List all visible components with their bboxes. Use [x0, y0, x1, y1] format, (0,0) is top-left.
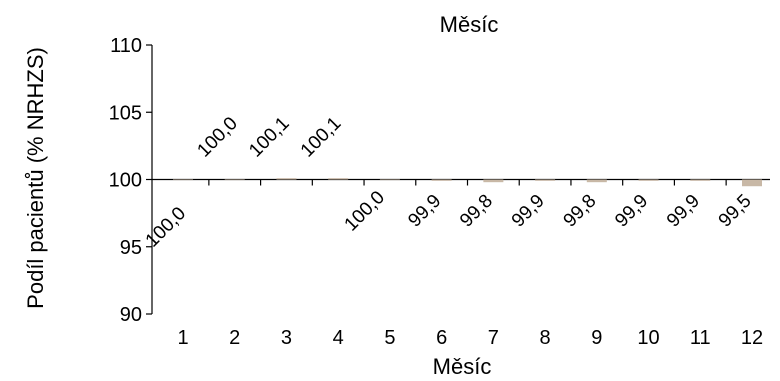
x-tick-label: 4: [333, 327, 344, 349]
bar: [224, 179, 245, 181]
bar: [328, 178, 349, 180]
data-label: 99,9: [611, 191, 652, 232]
data-label: 100,1: [297, 113, 345, 161]
x-axis: 1 2 3 4 5 6 7 8 9 10 11 12: [152, 178, 770, 349]
x-tick-label: 9: [591, 327, 602, 349]
bar: [379, 179, 400, 181]
data-label: 99,8: [560, 191, 601, 232]
bar: [586, 179, 607, 183]
data-label: 100,0: [142, 203, 190, 251]
bar: [173, 179, 193, 181]
data-label: 99,9: [508, 191, 549, 232]
data-label: 100,1: [245, 113, 293, 161]
data-label: 99,5: [715, 191, 756, 232]
x-tick-label: 8: [540, 327, 551, 349]
x-tick-label: 7: [488, 327, 499, 349]
bar: [276, 178, 297, 180]
data-label: 99,9: [663, 191, 704, 232]
x-tick-label: 3: [281, 327, 292, 349]
bar: [431, 179, 452, 181]
x-tick-label: 10: [637, 327, 659, 349]
x-tick-label: 11: [690, 327, 711, 349]
chart-title: Měsíc: [440, 12, 499, 37]
bar: [638, 179, 659, 181]
y-tick-label: 100: [109, 170, 142, 192]
data-label: 100,0: [193, 113, 241, 161]
y-axis: 90 95 100 105 110: [109, 35, 153, 326]
bar: [742, 179, 762, 187]
bar: [483, 179, 504, 183]
y-tick-label: 90: [120, 304, 142, 326]
x-tick-label: 2: [229, 327, 240, 349]
data-label: 99,9: [404, 191, 445, 232]
x-tick-label: 6: [436, 327, 447, 349]
y-tick-label: 110: [110, 35, 142, 57]
x-tick-label: 1: [177, 327, 188, 349]
y-tick-label: 105: [109, 102, 142, 124]
data-label: 100,0: [341, 187, 389, 235]
data-label: 99,8: [456, 191, 497, 232]
x-axis-title: Měsíc: [433, 354, 492, 379]
x-tick-label: 5: [384, 327, 395, 349]
bars: [173, 178, 762, 187]
bar: [690, 179, 711, 181]
bar: [535, 179, 556, 181]
y-axis-title: Podíl pacientů (% NRHZS): [23, 47, 48, 309]
x-tick-label: 12: [741, 327, 763, 349]
y-tick-label: 95: [120, 237, 142, 259]
